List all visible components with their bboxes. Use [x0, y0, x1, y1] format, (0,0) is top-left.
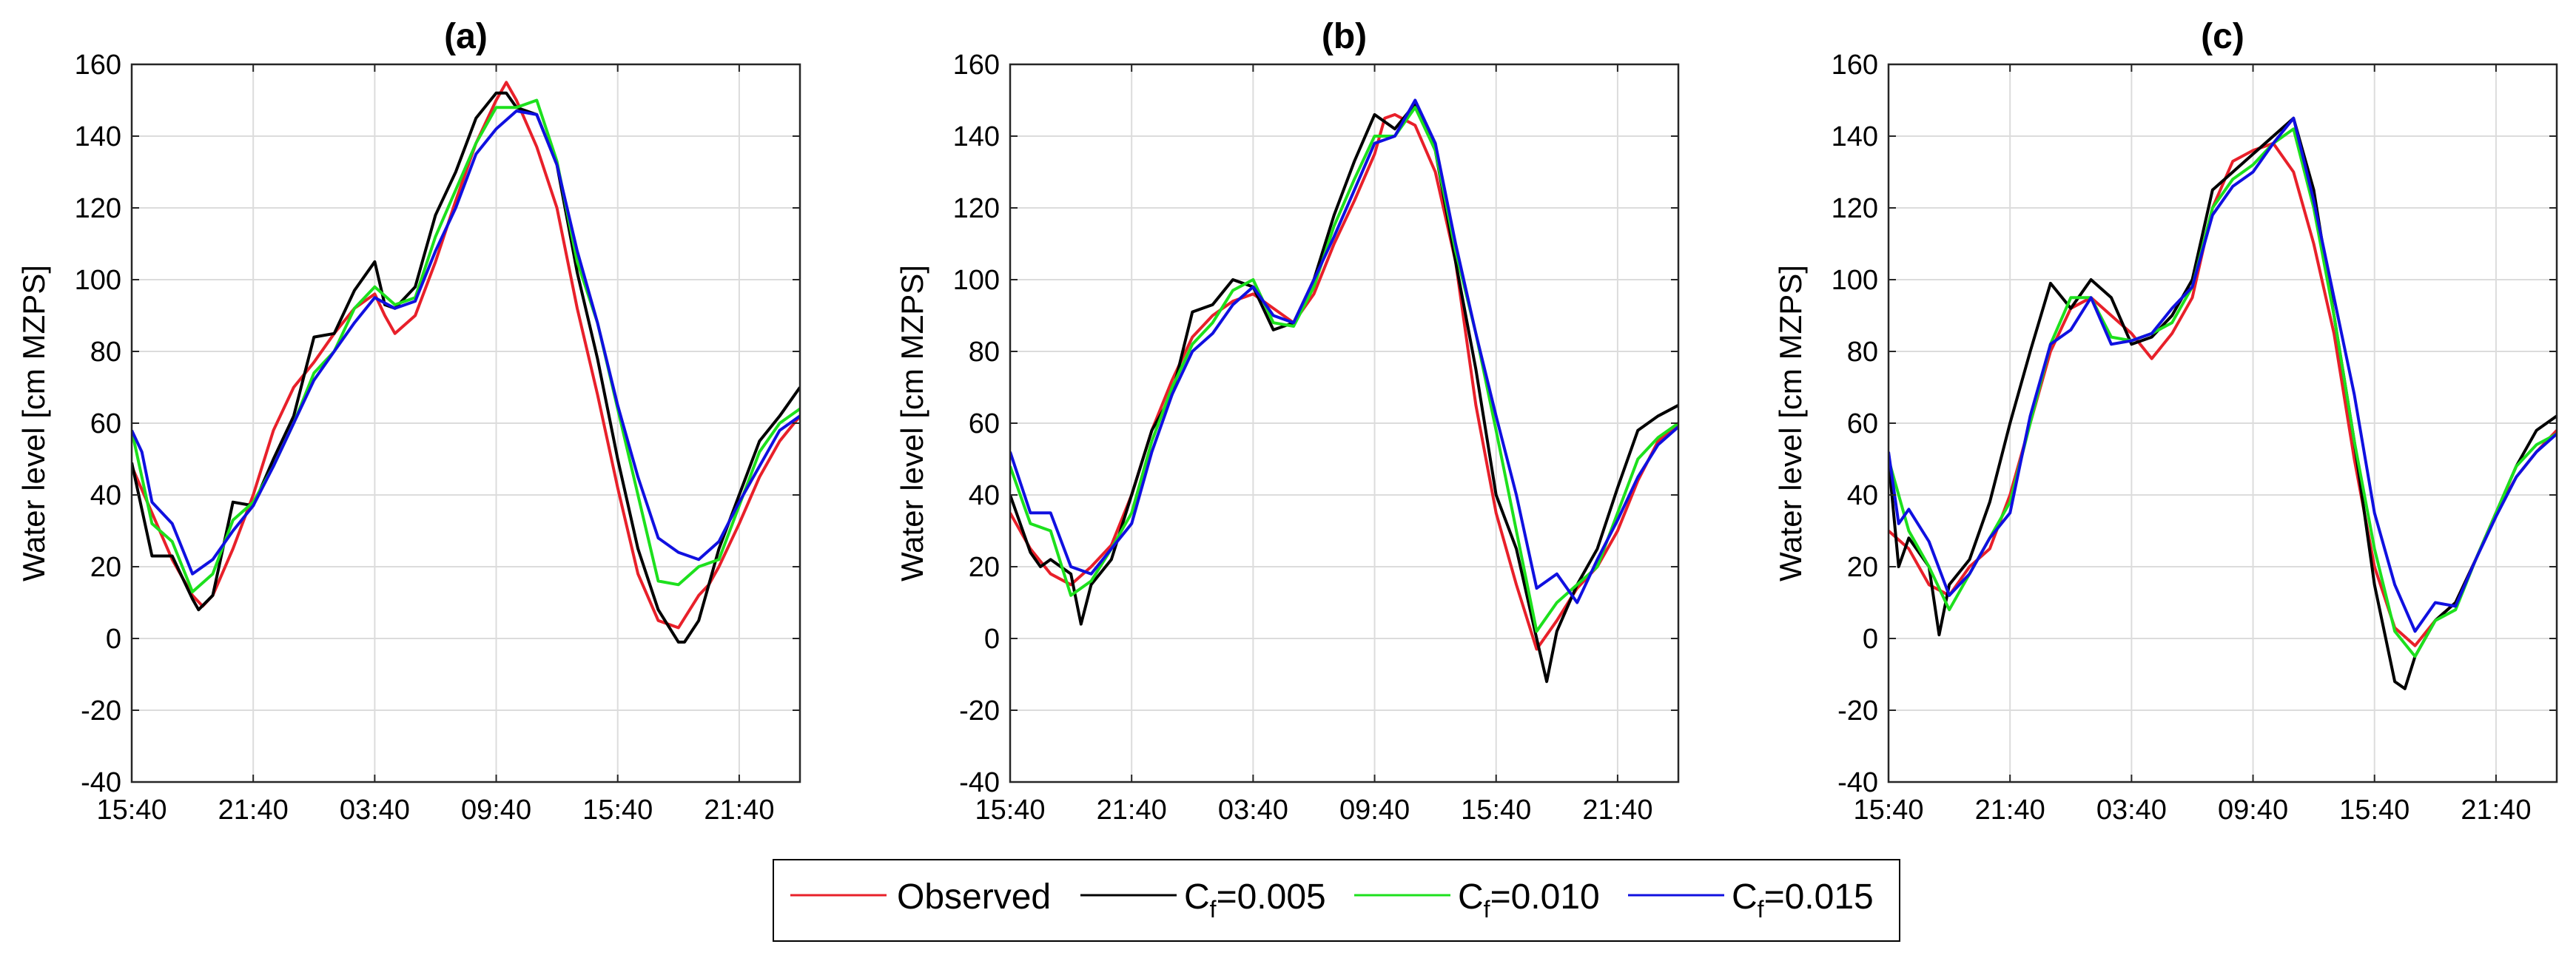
y-tick-label: 140: [1832, 121, 1878, 152]
legend-cf-value: =0.010: [1490, 877, 1600, 917]
y-tick-label: 0: [106, 624, 121, 655]
y-tick-label: 60: [1847, 408, 1878, 439]
y-tick-label: 20: [1847, 552, 1878, 583]
y-tick-label: 20: [969, 552, 1000, 583]
legend-cf-symbol: C: [1732, 877, 1758, 917]
y-tick-label: 100: [1832, 265, 1878, 296]
x-tick-label: 09:40: [461, 795, 531, 826]
y-tick-label: 0: [1863, 624, 1878, 655]
x-tick-label: 21:40: [2461, 795, 2531, 826]
y-tick-label: 100: [953, 265, 1000, 296]
y-tick-label: -20: [81, 695, 121, 727]
x-tick-label: 21:40: [1582, 795, 1652, 826]
series-line-cf-0010: [132, 98, 800, 593]
y-axis-label: Water level [cm MZPS]: [1773, 265, 1808, 582]
x-tick-label: 15:40: [975, 795, 1045, 826]
y-axis-label: Water level [cm MZPS]: [16, 265, 51, 582]
y-tick-label: 80: [90, 337, 121, 368]
x-tick-label: 15:40: [582, 795, 653, 826]
series-line-cf-0005: [132, 91, 800, 644]
y-tick-label: 40: [90, 480, 121, 511]
y-tick-label: 80: [1847, 337, 1878, 368]
chart-panel-2: -40 -20 0 20 40 60 80 100 120 140 160 15:40 21:40 03:…: [895, 17, 1680, 826]
y-tick-label: 160: [953, 50, 1000, 81]
legend-cf-symbol: C: [1458, 877, 1484, 917]
series-line-cf-0015: [1889, 116, 2557, 633]
x-tick-label: 15:40: [96, 795, 167, 826]
chart-panel-3: -40 -20 0 20 40 60 80 100 120 140 160 15:40 21:40 03:…: [1773, 17, 2558, 826]
series-line-cf-0010: [1010, 106, 1678, 633]
chart-panels: -40 -20 0 20 40 60 80 100 120 140 160 15:40 21:40 03:…: [16, 17, 2558, 826]
y-axis-label: Water level [cm MZPS]: [895, 265, 929, 582]
x-tick-label: 15:40: [1853, 795, 1923, 826]
x-tick-label: 21:40: [704, 795, 774, 826]
chart-panel-1: -40 -20 0 20 40 60 80 100 120 140 160 15:40 21:40 03:…: [16, 17, 801, 826]
y-tick-label: 40: [1847, 480, 1878, 511]
x-tick-label: 21:40: [1097, 795, 1167, 826]
y-tick-label: 120: [953, 193, 1000, 224]
legend-cf-subscript: f: [1758, 896, 1764, 923]
y-tick-label: 40: [969, 480, 1000, 511]
x-tick-label: 21:40: [1975, 795, 2045, 826]
series-line-cf-0015: [1010, 98, 1678, 604]
y-tick-label: 100: [75, 265, 121, 296]
y-tick-label: 160: [1832, 50, 1878, 81]
series-line-cf-0010: [1889, 127, 2557, 658]
x-tick-label: 03:40: [1218, 795, 1288, 826]
legend-cf-value: =0.005: [1217, 877, 1326, 917]
y-tick-label: -40: [1837, 767, 1878, 798]
panel-title: (b): [1322, 17, 1367, 56]
x-tick-label: 15:40: [1461, 795, 1531, 826]
series-line-cf-0015: [132, 109, 800, 576]
y-tick-label: 80: [969, 337, 1000, 368]
y-tick-label: -40: [81, 767, 121, 798]
legend-cf-subscript: f: [1210, 896, 1217, 923]
panel-title: (a): [444, 17, 488, 56]
x-tick-label: 03:40: [2096, 795, 2167, 826]
legend-label-observed: Observed: [897, 877, 1051, 917]
x-tick-label: 21:40: [218, 795, 289, 826]
y-tick-label: -20: [1837, 695, 1878, 727]
y-tick-label: 120: [75, 193, 121, 224]
y-tick-label: 20: [90, 552, 121, 583]
legend-cf-symbol: C: [1184, 877, 1210, 917]
legend: Observed Cf=0.005 Cf=0.010 Cf=0.015: [773, 859, 1900, 942]
legend-label-cf-0005: Cf=0.005: [1184, 877, 1326, 923]
y-tick-label: 140: [953, 121, 1000, 152]
x-tick-label: 15:40: [2339, 795, 2409, 826]
y-tick-label: 0: [984, 624, 1000, 655]
y-tick-label: 120: [1832, 193, 1878, 224]
legend-cf-value: =0.015: [1764, 877, 1874, 917]
y-tick-label: 60: [90, 408, 121, 439]
legend-box: [773, 859, 1900, 942]
x-tick-label: 09:40: [2218, 795, 2288, 826]
legend-label-cf-0015: Cf=0.015: [1732, 877, 1874, 923]
series-line-cf-0005: [1010, 102, 1678, 684]
y-tick-label: 60: [969, 408, 1000, 439]
y-tick-label: -20: [959, 695, 1000, 727]
x-tick-label: 09:40: [1339, 795, 1410, 826]
series-line-observed: [132, 81, 800, 630]
y-tick-label: 160: [75, 50, 121, 81]
panel-title: (c): [2201, 17, 2244, 56]
legend-cf-subscript: f: [1484, 896, 1490, 923]
legend-label-cf-0010: Cf=0.010: [1458, 877, 1600, 923]
x-tick-label: 03:40: [340, 795, 410, 826]
y-tick-label: -40: [959, 767, 1000, 798]
y-tick-label: 140: [75, 121, 121, 152]
